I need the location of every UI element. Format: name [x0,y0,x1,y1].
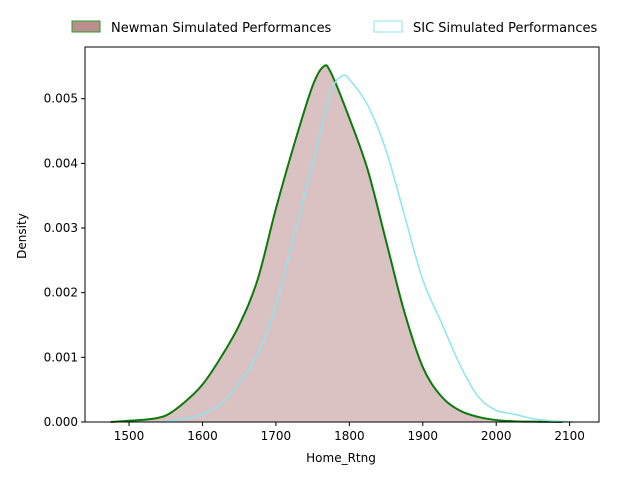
legend-swatch-sic [373,20,403,33]
plot-area [84,46,600,423]
series-line-0 [110,64,563,423]
x-axis-label: Home_Rtng [306,451,376,465]
series-layer [110,64,574,423]
legend-swatch-newman [71,20,101,33]
legend-label-newman: Newman Simulated Performances [111,21,332,36]
x-tick-label: 1600 [187,429,218,443]
y-tick-label: 0.002 [44,286,78,300]
x-axis-ticks: 1500 1600 1700 1800 1900 2000 2100 [114,422,585,443]
series-line-1 [161,74,574,423]
y-tick-label: 0.005 [44,92,78,106]
x-tick-label: 1800 [334,429,365,443]
x-tick-label: 2000 [481,429,512,443]
y-tick-label: 0.001 [44,350,78,364]
legend: Newman Simulated Performances SIC Simula… [71,20,597,36]
x-tick-label: 1700 [261,429,292,443]
y-tick-label: 0.000 [44,415,78,429]
plot-frame [84,46,600,423]
y-tick-label: 0.004 [44,156,78,170]
y-axis-ticks: 0.000 0.001 0.002 0.003 0.004 0.005 [44,92,85,429]
y-tick-label: 0.003 [44,221,78,235]
y-axis-label: Density [15,213,29,259]
x-tick-label: 2100 [554,429,585,443]
x-tick-label: 1500 [114,429,145,443]
legend-label-sic: SIC Simulated Performances [413,21,597,36]
x-tick-label: 1900 [407,429,438,443]
series-area-0 [110,65,563,423]
